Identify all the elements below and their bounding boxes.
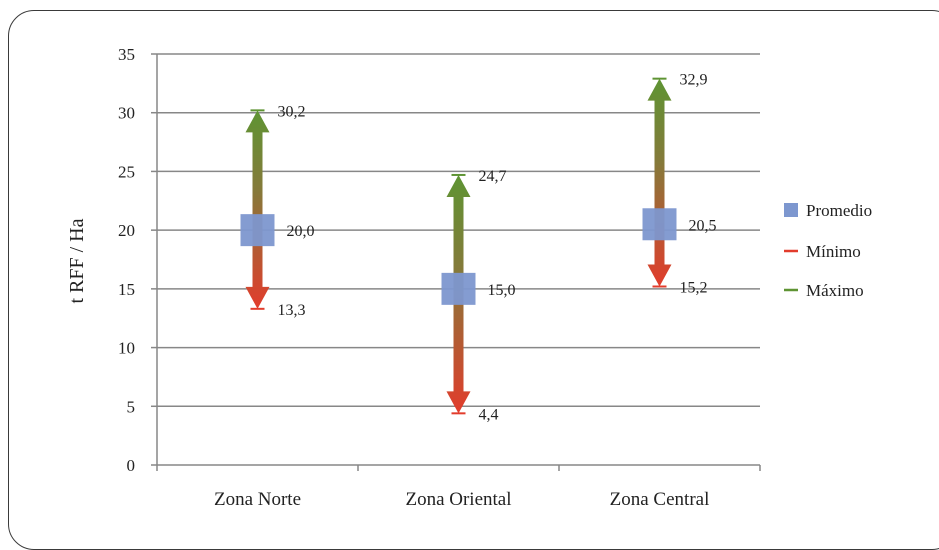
max-data-label: 24,7 [479,168,507,185]
avg-data-label: 15,0 [488,282,516,299]
y-tick-label: 30 [118,104,135,123]
avg-data-label: 20,0 [287,223,315,240]
avg-marker [240,214,275,247]
y-axis-title: t RFF / Ha [66,218,88,303]
max-data-label: 30,2 [278,103,306,120]
legend-label: Máximo [806,281,864,300]
avg-marker [441,272,476,305]
min-data-label: 15,2 [680,280,708,297]
avg-marker [642,208,677,241]
avg-data-label: 20,5 [689,217,717,234]
range-arrow [245,110,270,309]
y-tick-label: 10 [118,339,135,358]
range-arrow [647,78,672,287]
axes: 0 5 10 15 20 25 30 35 Zona Norte Zona Oriental Zon… [118,45,761,510]
y-tick-label: 5 [127,397,136,416]
legend-label: Promedio [806,201,872,220]
min-data-label: 4,4 [479,406,499,423]
y-tick-label: 25 [118,162,135,181]
x-category-label: Zona Norte [214,489,301,510]
max-data-label: 32,9 [680,72,708,89]
min-data-label: 13,3 [278,302,306,319]
y-tick-label: 15 [118,280,135,299]
legend-label: Mínimo [806,242,861,261]
x-category-label: Zona Oriental [405,489,511,510]
y-tick-label: 35 [118,45,135,64]
y-tick-label: 0 [127,456,136,475]
legend: Promedio Mínimo Máximo [784,201,872,300]
x-category-label: Zona Central [610,489,710,510]
chart-marks: 30,2 20,0 13,3 24,7 15,0 4,4 32,9 20,5 15,2 [240,72,717,423]
legend-swatch-promedio [784,203,798,217]
y-tick-label: 20 [118,221,135,240]
chart-svg: 0 5 10 15 20 25 30 35 Zona Norte Zona Oriental Zon… [66,45,872,510]
